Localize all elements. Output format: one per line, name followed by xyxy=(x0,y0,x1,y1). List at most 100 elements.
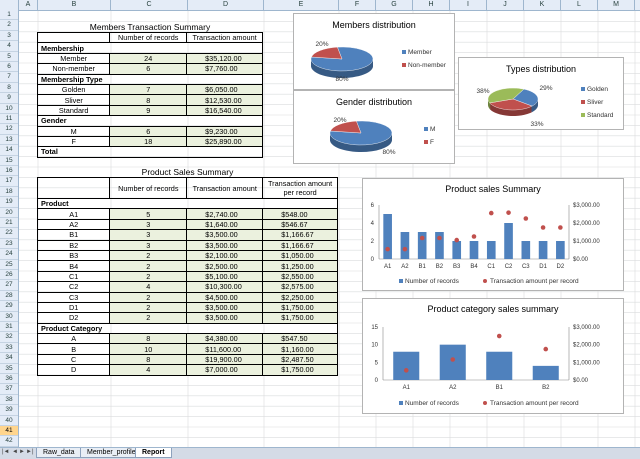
bar[interactable] xyxy=(486,241,496,259)
records-cell[interactable]: 18 xyxy=(109,135,188,148)
bar[interactable] xyxy=(504,223,513,259)
column-header[interactable]: E xyxy=(264,0,339,10)
row-total[interactable]: Total xyxy=(37,146,263,158)
table-row[interactable]: D2 2 $3,500.00 $1,750.00 xyxy=(36,312,338,324)
row-label[interactable]: Standard xyxy=(36,104,111,117)
select-all-corner[interactable] xyxy=(0,0,19,10)
records-cell[interactable]: 2 xyxy=(109,291,188,303)
row-header[interactable]: 9 xyxy=(0,93,18,104)
row-header[interactable]: 29 xyxy=(0,301,18,312)
row-header[interactable]: 10 xyxy=(0,104,18,114)
first-sheet-button[interactable]: |◄ xyxy=(2,449,10,455)
records-cell[interactable]: 8 xyxy=(109,94,188,106)
tab-member-profile[interactable]: Member_profile xyxy=(80,448,143,458)
amount-cell[interactable]: $6,050.00 xyxy=(186,83,263,96)
amount-cell[interactable]: $9,230.00 xyxy=(186,125,263,137)
row-label[interactable]: B3 xyxy=(36,249,111,262)
amount-per-record-cell[interactable]: $2,487.50 xyxy=(262,353,338,366)
amount-cell[interactable]: $3,500.00 xyxy=(186,229,264,241)
pie-slice[interactable] xyxy=(487,87,525,104)
section-product[interactable]: Product xyxy=(37,197,338,210)
header-amount-per-record[interactable]: Transaction amount per record xyxy=(262,177,338,199)
row-label[interactable]: C3 xyxy=(36,291,111,303)
row-header[interactable]: 21 xyxy=(0,218,18,229)
amount-per-record-cell[interactable]: $1,750.00 xyxy=(262,312,338,324)
row-header[interactable]: 6 xyxy=(0,62,18,73)
last-sheet-button[interactable]: ►| xyxy=(26,449,34,455)
row-header[interactable]: 4 xyxy=(0,41,18,52)
row-header[interactable]: 5 xyxy=(0,52,18,62)
next-sheet-button[interactable]: ► xyxy=(19,449,25,455)
row-header[interactable]: 23 xyxy=(0,239,18,250)
table-row[interactable]: B4 2 $2,500.00 $1,250.00 xyxy=(36,260,338,272)
column-header[interactable]: I xyxy=(450,0,487,10)
row-header[interactable]: 39 xyxy=(0,405,18,416)
section-membership-type[interactable]: Membership Type xyxy=(37,73,263,85)
bar[interactable] xyxy=(439,344,466,380)
bar[interactable] xyxy=(469,241,479,259)
table-row[interactable]: A1 5 $2,740.00 $548.00 xyxy=(36,208,338,220)
row-header[interactable]: 36 xyxy=(0,374,18,385)
row-header[interactable]: 33 xyxy=(0,343,18,354)
scatter-point[interactable] xyxy=(488,210,494,216)
row-label[interactable]: C2 xyxy=(36,281,111,293)
table-row[interactable]: C 8 $19,900.00 $2,487.50 xyxy=(36,353,338,366)
table-row[interactable]: A2 3 $1,640.00 $546.67 xyxy=(36,218,338,231)
row-label[interactable]: A2 xyxy=(36,218,111,231)
records-cell[interactable]: 2 xyxy=(109,270,188,283)
amount-cell[interactable]: $3,500.00 xyxy=(186,312,264,324)
scatter-point[interactable] xyxy=(558,225,563,230)
records-cell[interactable]: 4 xyxy=(109,364,188,376)
table-row[interactable]: D 4 $7,000.00 $1,750.00 xyxy=(36,364,338,376)
bar[interactable] xyxy=(486,351,513,380)
amount-cell[interactable]: $2,740.00 xyxy=(186,208,264,220)
row-label[interactable]: Member xyxy=(36,52,111,65)
scatter-point[interactable] xyxy=(543,346,549,352)
amount-cell[interactable]: $3,500.00 xyxy=(186,301,264,314)
column-header[interactable]: B xyxy=(38,0,111,10)
amount-per-record-cell[interactable]: $1,050.00 xyxy=(262,249,338,262)
column-header[interactable]: A xyxy=(19,0,38,10)
row-header[interactable]: 32 xyxy=(0,332,18,343)
records-cell[interactable]: 8 xyxy=(109,333,188,345)
row-label[interactable]: Golden xyxy=(36,83,111,96)
row-header[interactable]: 16 xyxy=(0,166,18,177)
row-label[interactable]: Non-member xyxy=(36,63,111,75)
amount-cell[interactable]: $35,120.00 xyxy=(186,52,263,65)
row-header[interactable]: 31 xyxy=(0,322,18,333)
records-cell[interactable]: 6 xyxy=(109,125,188,137)
table-row[interactable]: B2 3 $3,500.00 $1,166.67 xyxy=(36,239,338,251)
amount-per-record-cell[interactable]: $547.50 xyxy=(262,333,338,345)
row-header[interactable]: 2 xyxy=(0,20,18,31)
row-header[interactable]: 24 xyxy=(0,249,18,260)
table-row[interactable]: D1 2 $3,500.00 $1,750.00 xyxy=(36,301,338,314)
records-cell[interactable]: 3 xyxy=(109,239,188,251)
amount-per-record-cell[interactable]: $1,750.00 xyxy=(262,364,338,376)
row-header[interactable]: 14 xyxy=(0,145,18,156)
records-cell[interactable]: 2 xyxy=(109,249,188,262)
column-header[interactable]: D xyxy=(188,0,264,10)
row-header[interactable]: 42 xyxy=(0,436,18,447)
row-header[interactable]: 35 xyxy=(0,364,18,374)
records-cell[interactable]: 2 xyxy=(109,260,188,272)
amount-per-record-cell[interactable]: $1,750.00 xyxy=(262,301,338,314)
header-amount[interactable]: Transaction amount xyxy=(186,177,264,199)
row-header[interactable]: 40 xyxy=(0,416,18,426)
row-label[interactable]: M xyxy=(36,125,111,137)
column-header[interactable]: L xyxy=(561,0,598,10)
amount-cell[interactable]: $25,890.00 xyxy=(186,135,263,148)
records-cell[interactable]: 10 xyxy=(109,343,188,355)
amount-per-record-cell[interactable]: $546.67 xyxy=(262,218,338,231)
row-label[interactable]: A xyxy=(36,333,111,345)
amount-cell[interactable]: $4,380.00 xyxy=(186,333,264,345)
bar[interactable] xyxy=(435,232,444,259)
row-label[interactable]: B xyxy=(36,343,111,355)
row-header[interactable]: 1 xyxy=(0,10,18,21)
row-label[interactable]: D2 xyxy=(36,312,111,324)
amount-per-record-cell[interactable]: $548.00 xyxy=(262,208,338,220)
amount-per-record-cell[interactable]: $2,550.00 xyxy=(262,270,338,283)
amount-cell[interactable]: $7,760.00 xyxy=(186,63,263,75)
gender-distribution-chart[interactable]: Gender distribution 80% 20% M F xyxy=(293,90,455,164)
row-header[interactable]: 38 xyxy=(0,395,18,406)
table-row[interactable]: C1 2 $5,100.00 $2,550.00 xyxy=(36,270,338,283)
